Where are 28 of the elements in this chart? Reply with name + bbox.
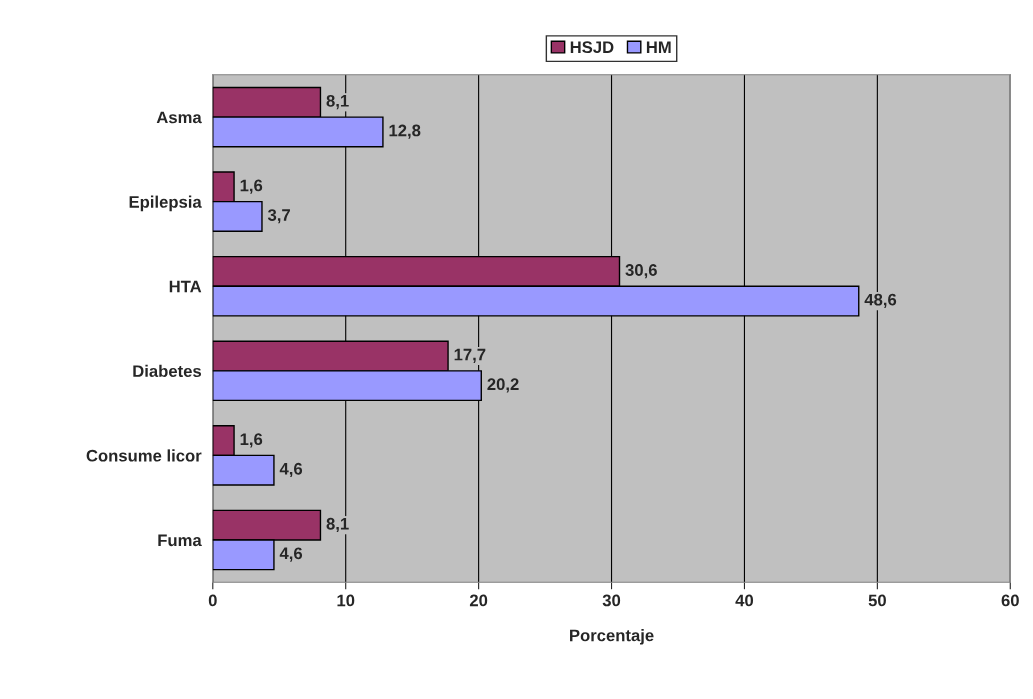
x-tick-label: 20 <box>469 594 488 607</box>
data-label: 4,6 <box>279 462 303 478</box>
y-tick-label: Asma <box>156 111 202 124</box>
data-label: 30,6 <box>625 264 657 279</box>
y-tick-label: Epilepsia <box>129 195 202 212</box>
y-tick-label: HTA <box>169 280 202 293</box>
data-label: 8,1 <box>326 94 349 110</box>
data-label: 17,7 <box>454 348 486 363</box>
x-tick-label: 50 <box>868 594 886 607</box>
data-label: 12,8 <box>389 124 421 139</box>
data-label: 1,6 <box>240 433 263 448</box>
data-label: 20,2 <box>487 378 519 393</box>
data-label: 3,7 <box>267 209 290 224</box>
data-label: 8,1 <box>326 517 349 533</box>
y-tick-label: Consume licor <box>86 449 202 462</box>
legend-label: HM <box>646 41 671 53</box>
x-tick-label: 0 <box>208 594 217 607</box>
y-tick-label: Diabetes <box>133 364 202 378</box>
x-tick-label: 30 <box>602 594 621 607</box>
y-tick-label: Fuma <box>158 534 202 547</box>
data-label: 4,6 <box>279 547 303 562</box>
data-label: 1,6 <box>240 179 263 194</box>
x-axis-title: Porcentaje <box>570 629 654 645</box>
x-tick-label: 60 <box>1001 594 1019 607</box>
x-tick-label: 10 <box>337 594 355 607</box>
legend-label: HSJD <box>570 41 614 54</box>
x-tick-label: 40 <box>735 594 754 607</box>
data-label: 48,6 <box>864 293 897 308</box>
